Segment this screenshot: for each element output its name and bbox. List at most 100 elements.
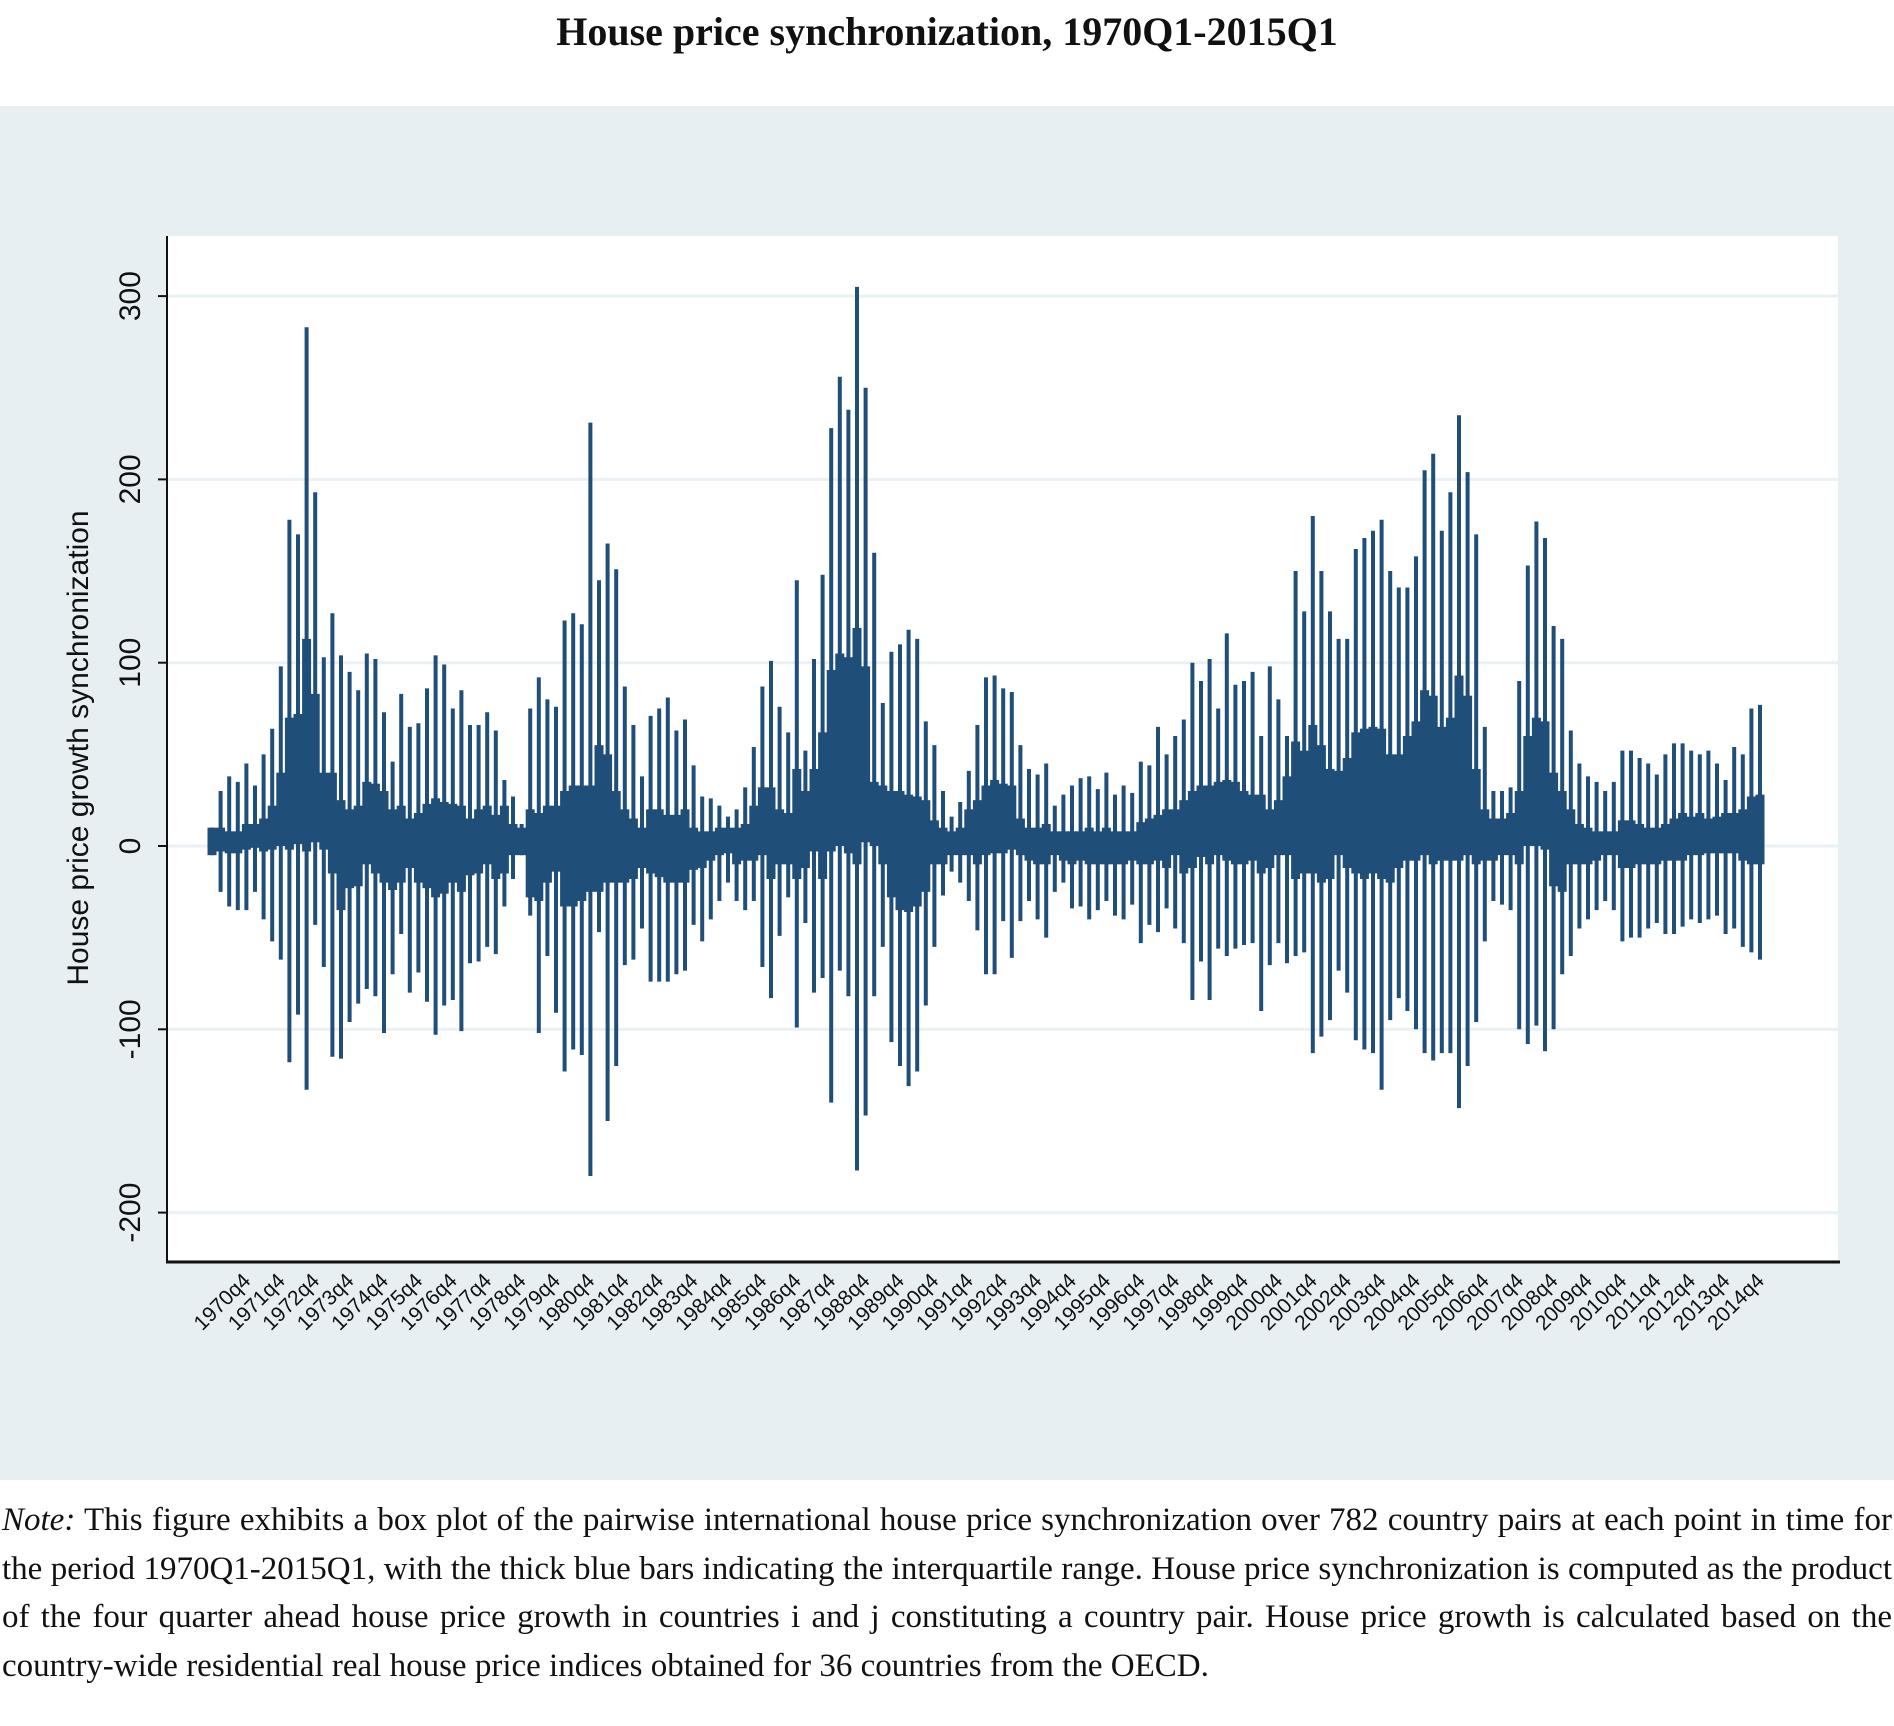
iqr-box	[1213, 781, 1223, 856]
iqr-box	[620, 809, 630, 883]
iqr-box	[869, 781, 879, 846]
iqr-box	[1368, 726, 1378, 874]
iqr-box	[706, 831, 716, 861]
iqr-box	[603, 754, 613, 883]
iqr-box	[852, 627, 862, 865]
iqr-box	[1600, 831, 1610, 856]
iqr-box	[439, 802, 449, 894]
iqr-box	[654, 809, 664, 878]
iqr-box	[1643, 827, 1653, 865]
figure-title: House price synchronization, 1970Q1-2015…	[556, 9, 1338, 54]
iqr-box	[689, 827, 699, 870]
iqr-box	[766, 787, 776, 879]
iqr-box	[1695, 813, 1705, 856]
iqr-box	[1652, 827, 1662, 865]
iqr-box	[1420, 690, 1430, 856]
iqr-box	[422, 803, 432, 889]
iqr-box	[886, 791, 896, 898]
iqr-box	[1394, 754, 1404, 868]
iqr-box	[1291, 741, 1301, 879]
iqr-box	[465, 818, 475, 876]
iqr-box	[809, 769, 819, 852]
box-plot-chart: -200 -100 0 100 200 300 1970q41971q41972q4197…	[62, 236, 1840, 1335]
iqr-box	[1239, 791, 1249, 865]
iqr-box	[327, 772, 337, 874]
iqr-box	[1626, 820, 1636, 868]
iqr-box	[1514, 791, 1524, 865]
iqr-box	[861, 666, 871, 843]
iqr-box	[499, 805, 509, 874]
iqr-box	[792, 769, 802, 879]
iqr-box	[1179, 800, 1189, 874]
iqr-box	[551, 805, 561, 872]
iqr-box	[1703, 818, 1713, 854]
iqr-box	[1265, 809, 1275, 868]
iqr-box	[1523, 736, 1533, 846]
iqr-box	[1015, 818, 1025, 856]
iqr-box	[1256, 794, 1266, 874]
iqr-box	[362, 781, 372, 865]
iqr-box	[1359, 728, 1369, 879]
iqr-box	[1592, 831, 1602, 861]
iqr-box	[284, 717, 294, 850]
iqr-box	[1325, 769, 1335, 879]
iqr-box	[1162, 809, 1172, 868]
iqr-box	[1609, 831, 1619, 856]
iqr-box	[405, 818, 415, 868]
iqr-box	[233, 831, 243, 854]
iqr-box	[1557, 791, 1567, 892]
iqr-box	[818, 732, 828, 879]
iqr-box	[1402, 736, 1412, 861]
iqr-box	[1127, 831, 1137, 861]
iqr-box	[310, 693, 320, 843]
iqr-box	[474, 809, 484, 874]
iqr-box	[1549, 772, 1559, 887]
iqr-box	[1574, 824, 1584, 865]
y-tick-label: 100	[114, 638, 147, 688]
x-ticks: 1970q41971q41972q41973q41974q41975q41976…	[190, 1269, 1770, 1335]
iqr-box	[637, 827, 647, 868]
iqr-box	[1153, 814, 1163, 861]
iqr-box	[1248, 794, 1258, 861]
boxes	[207, 286, 1765, 1176]
note-label: Note:	[2, 1502, 76, 1538]
iqr-box	[904, 794, 914, 912]
iqr-box	[1230, 781, 1240, 865]
y-axis-title: House price growth synchronization	[62, 510, 95, 985]
iqr-box	[585, 785, 595, 892]
iqr-box	[517, 827, 527, 856]
iqr-box	[1583, 827, 1593, 865]
iqr-box	[1187, 791, 1197, 868]
iqr-box	[1660, 824, 1670, 861]
iqr-box	[1480, 809, 1490, 861]
iqr-box	[1463, 695, 1473, 856]
iqr-box	[878, 785, 888, 865]
iqr-box	[1617, 820, 1627, 868]
iqr-box	[1084, 827, 1094, 865]
iqr-box	[714, 827, 724, 856]
y-tick-label: 0	[114, 838, 147, 855]
iqr-box	[611, 791, 621, 883]
iqr-box	[1540, 721, 1550, 850]
iqr-box	[1377, 728, 1387, 879]
iqr-box	[1024, 827, 1034, 861]
iqr-box	[542, 805, 552, 883]
iqr-box	[448, 803, 458, 883]
iqr-box	[1067, 831, 1077, 865]
iqr-box	[276, 772, 286, 846]
y-tick-label: -100	[114, 999, 147, 1059]
iqr-box	[577, 785, 587, 901]
iqr-box	[912, 796, 922, 907]
iqr-box	[1635, 824, 1645, 865]
iqr-box	[1316, 745, 1326, 883]
iqr-box	[1119, 831, 1129, 865]
iqr-box	[800, 791, 810, 868]
iqr-box	[1170, 809, 1180, 856]
iqr-box	[560, 791, 570, 907]
iqr-box	[1093, 831, 1103, 865]
iqr-box	[413, 813, 423, 883]
iqr-box	[1454, 675, 1464, 861]
iqr-box	[319, 772, 329, 850]
iqr-box	[929, 820, 939, 865]
iqr-box	[482, 805, 492, 865]
